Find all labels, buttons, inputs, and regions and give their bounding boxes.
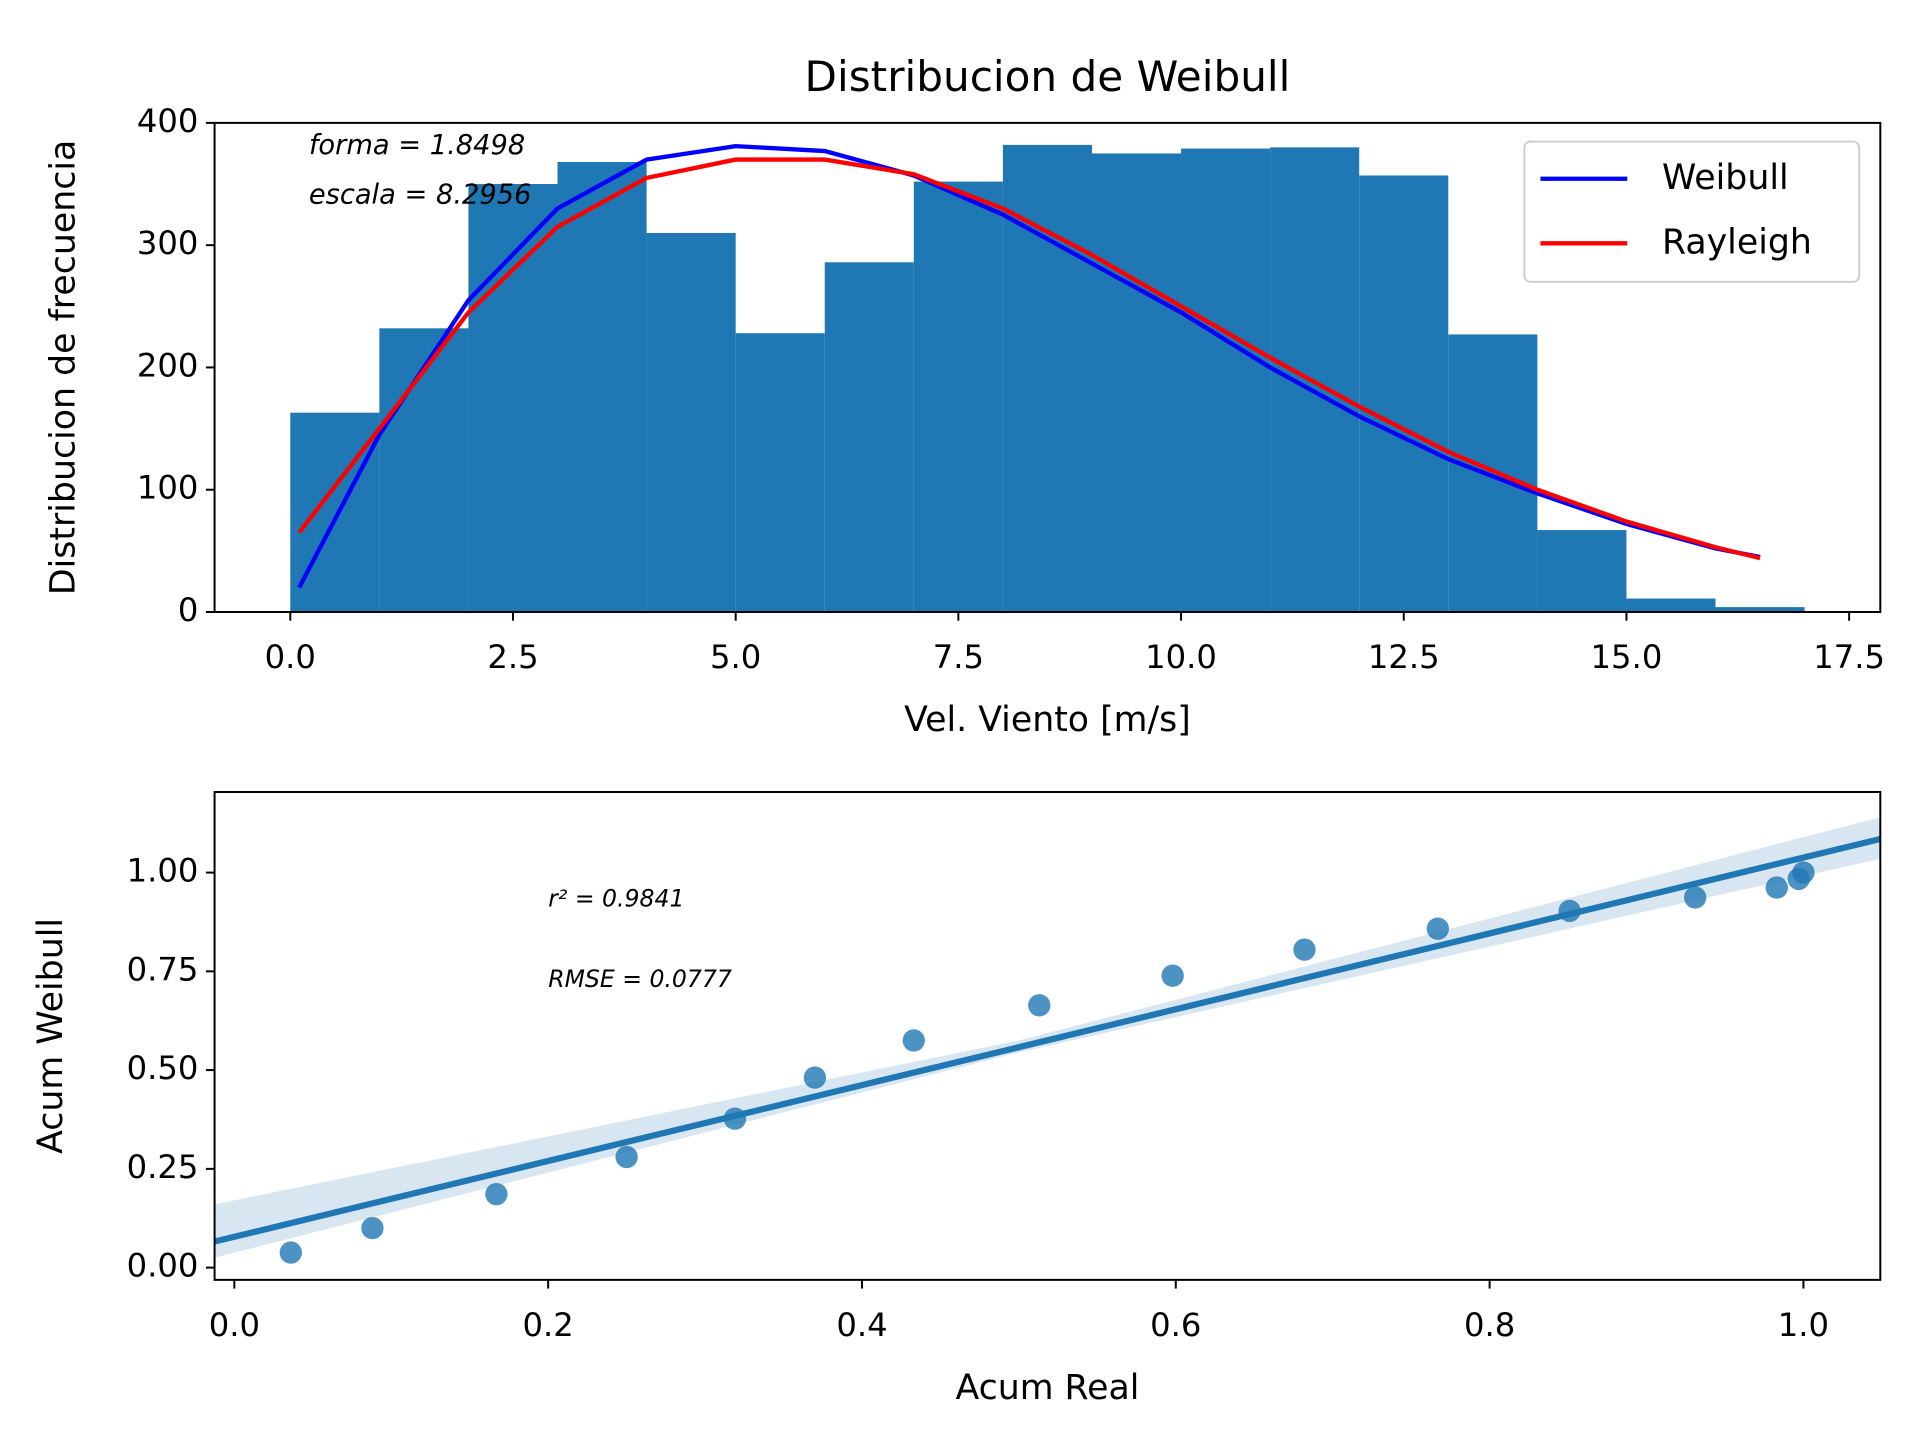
x-tick-label: 7.5 [933,638,984,676]
plot-area [214,817,1881,1264]
annotation: r² = 0.9841 [548,884,684,912]
legend-label: Rayleigh [1662,222,1812,262]
bar [557,162,647,612]
regression-line [214,835,1881,1245]
x-tick-label: 12.5 [1368,638,1440,676]
bar [1091,153,1182,612]
annotation: forma = 1.8498 [309,130,525,161]
bar [379,328,469,612]
axes-frame [213,791,1882,1281]
bar [1448,334,1538,612]
bar [1715,607,1805,612]
y-tick-label: 0.00 [127,1247,199,1285]
bar [1626,598,1716,612]
point [279,1241,302,1264]
point [1683,886,1707,909]
plot-area [290,143,1805,612]
x-tick-label: 15.0 [1591,638,1663,676]
point [1028,994,1051,1017]
annotation: escala = 8.2956 [309,180,532,211]
bar [1359,175,1449,612]
bar [1537,530,1627,612]
x-tick-label: 17.5 [1813,638,1885,676]
x-tick-label: 2.5 [487,638,538,676]
y-axis-label: Distribucion de frecuencia [44,140,84,595]
point [1293,938,1316,961]
point [902,1029,925,1052]
point [1792,861,1815,884]
x-tick-label: 0.8 [1464,1306,1515,1344]
y-tick-label: 1.00 [127,852,199,890]
chart-title: Distribucion de Weibull [805,52,1291,101]
x-tick-label: 10.0 [1145,638,1217,676]
y-tick-label: 0 [178,591,199,629]
x-tick-label: 0.4 [836,1306,887,1344]
y-tick-label: 100 [137,469,199,507]
y-tick-label: 0.50 [127,1049,199,1087]
point [615,1145,638,1169]
y-tick-label: 0.25 [127,1148,199,1186]
bar [913,181,1003,612]
bar [468,184,558,612]
y-tick-label: 300 [137,224,199,262]
bar [1181,148,1271,612]
y-axis-label: Acum Weibull [31,918,71,1154]
x-tick-label: 0.0 [265,638,316,676]
x-tick-label: 5.0 [710,638,761,676]
curve [297,157,1761,561]
x-tick-label: 0.0 [209,1306,260,1344]
annotation: RMSE = 0.0777 [548,965,732,993]
x-axis-label: Acum Real [955,1368,1139,1408]
bar [646,232,736,612]
curve [297,143,1761,589]
y-tick-label: 0.75 [127,950,199,988]
point [1765,876,1788,899]
y-tick-label: 200 [137,346,199,384]
point [1426,917,1449,940]
bar [824,262,914,612]
x-axis-label: Vel. Viento [m/s] [904,700,1191,740]
x-tick-label: 0.2 [523,1306,574,1344]
point [1161,964,1184,987]
x-tick-label: 1.0 [1778,1306,1829,1344]
x-tick-label: 0.6 [1150,1306,1201,1344]
y-tick-label: 400 [137,102,199,140]
legend-label: Weibull [1662,158,1789,198]
point [803,1066,827,1089]
bar [735,333,825,612]
point [361,1216,384,1240]
point [485,1182,508,1206]
